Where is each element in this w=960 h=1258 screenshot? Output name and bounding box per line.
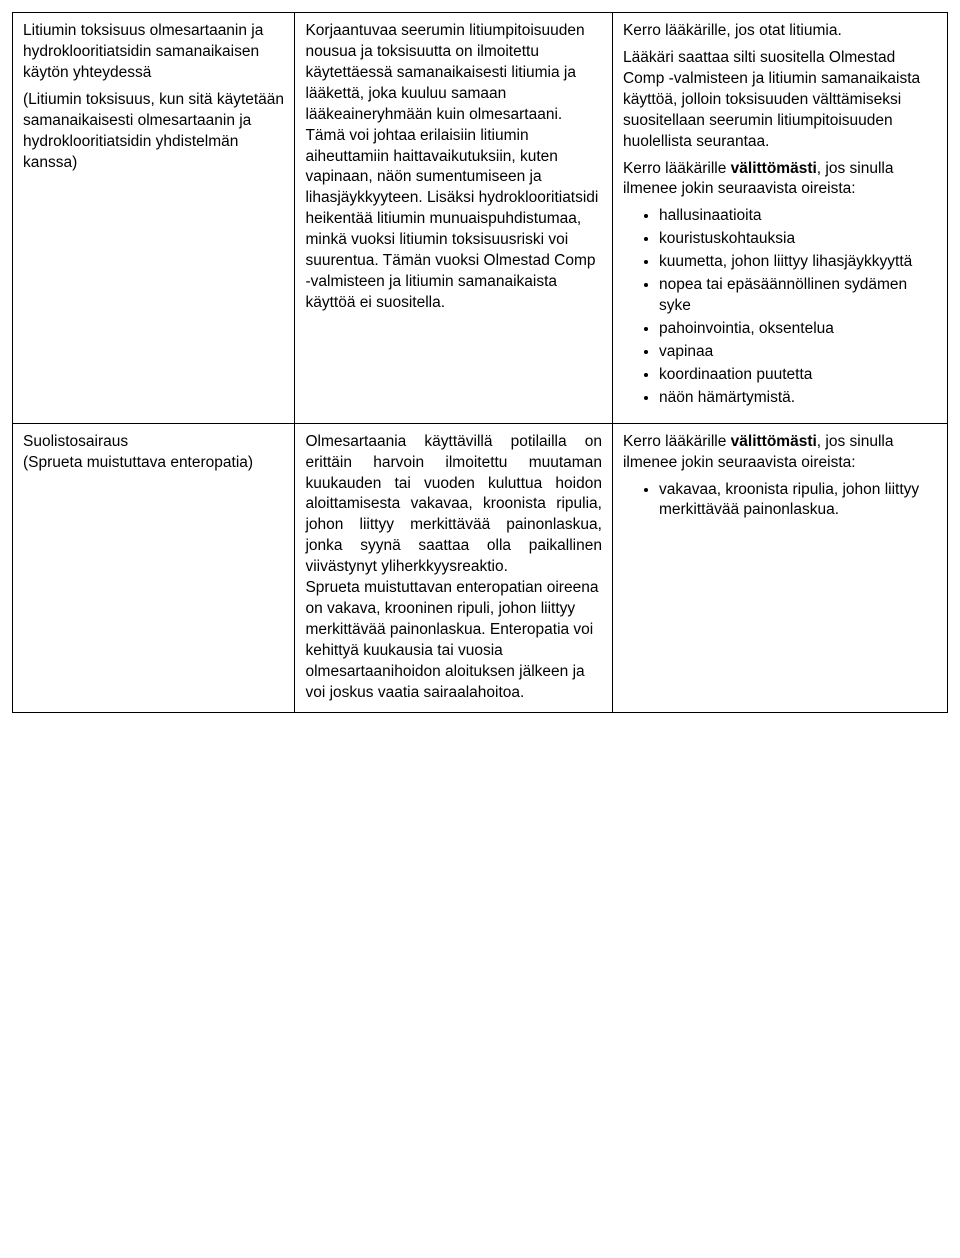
description-text-2: Sprueta muistuttavan enteropatian oireen… xyxy=(305,578,602,704)
list-item: koordinaation puutetta xyxy=(659,365,937,386)
symptom-list: vakavaa, kroonista ripulia, johon liitty… xyxy=(623,480,937,522)
cell-advice: Kerro lääkärille välittömästi, jos sinul… xyxy=(612,423,947,712)
symptom-list: hallusinaatioita kouristuskohtauksia kuu… xyxy=(623,206,937,408)
list-item: näön hämärtymistä. xyxy=(659,388,937,409)
cell-condition: Litiumin toksisuus olmesartaanin ja hydr… xyxy=(13,13,295,424)
table-row: Suolistosairaus (Sprueta muistuttava ent… xyxy=(13,423,948,712)
cell-condition: Suolistosairaus (Sprueta muistuttava ent… xyxy=(13,423,295,712)
advice-p1: Kerro lääkärille, jos otat litiumia. xyxy=(623,21,937,42)
cell-advice: Kerro lääkärille, jos otat litiumia. Lää… xyxy=(612,13,947,424)
advice-p3-bold: välittömästi xyxy=(731,160,817,177)
table-row: Litiumin toksisuus olmesartaanin ja hydr… xyxy=(13,13,948,424)
cell-description: Korjaantuvaa seerumin litiumpitoisuuden … xyxy=(295,13,613,424)
cell-description: Olmesartaania käyttävillä potilailla on … xyxy=(295,423,613,712)
list-item: pahoinvointia, oksentelua xyxy=(659,319,937,340)
list-item: nopea tai epäsäännöllinen sydämen syke xyxy=(659,275,937,317)
advice-p1: Kerro lääkärille välittömästi, jos sinul… xyxy=(623,432,937,474)
list-item: hallusinaatioita xyxy=(659,206,937,227)
condition-title: Litiumin toksisuus olmesartaanin ja hydr… xyxy=(23,21,284,84)
condition-title: Suolistosairaus xyxy=(23,432,284,453)
list-item: vapinaa xyxy=(659,342,937,363)
description-text: Korjaantuvaa seerumin litiumpitoisuuden … xyxy=(305,21,602,314)
advice-p3: Kerro lääkärille välittömästi, jos sinul… xyxy=(623,159,937,201)
medication-info-table: Litiumin toksisuus olmesartaanin ja hydr… xyxy=(12,12,948,713)
condition-subtitle: (Litiumin toksisuus, kun sitä käytetään … xyxy=(23,90,284,174)
list-item: kouristuskohtauksia xyxy=(659,229,937,250)
condition-subtitle: (Sprueta muistuttava enteropatia) xyxy=(23,453,284,474)
advice-p1-bold: välittömästi xyxy=(731,433,817,450)
list-item: vakavaa, kroonista ripulia, johon liitty… xyxy=(659,480,937,522)
description-text: Olmesartaania käyttävillä potilailla on … xyxy=(305,432,602,578)
advice-p2: Lääkäri saattaa silti suositella Olmesta… xyxy=(623,48,937,153)
list-item: kuumetta, johon liittyy lihasjäykkyyttä xyxy=(659,252,937,273)
advice-p1-pre: Kerro lääkärille xyxy=(623,433,731,450)
advice-p3-pre: Kerro lääkärille xyxy=(623,160,731,177)
